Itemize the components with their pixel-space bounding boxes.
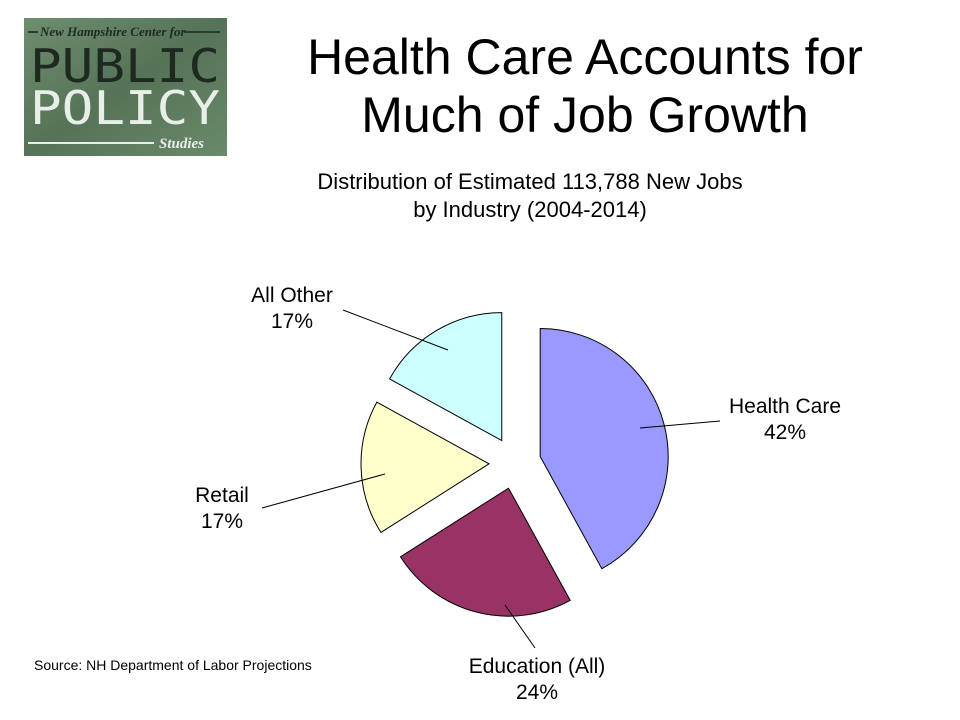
pie-label-name: Education (All)	[469, 655, 606, 678]
logo-top-text: New Hampshire Center for	[39, 24, 186, 39]
pie-label: Health Care 42%	[729, 395, 841, 444]
pie-slice-all-other	[388, 312, 503, 442]
pie-label-name: All Other	[251, 284, 333, 307]
leader-line	[639, 420, 721, 429]
logo: New Hampshire Center for PUBLIC POLICY S…	[24, 18, 227, 156]
pie-label-value: 17%	[201, 510, 243, 533]
source-note: Source: NH Department of Labor Projectio…	[34, 657, 312, 673]
logo-word-policy: POLICY	[30, 81, 220, 135]
pie-labels: Health Care 42% Education (All) 24% Retail 17…	[195, 284, 841, 704]
logo-word-public: PUBLIC	[30, 39, 220, 93]
slide-title-line1: Health Care Accounts for	[307, 29, 863, 85]
logo-bottom-text: Studies	[159, 136, 204, 152]
pie-label: Retail 17%	[195, 484, 249, 533]
pie-slice-retail	[360, 401, 490, 534]
pie-label: Education (All) 24%	[469, 655, 606, 704]
slide-title: Health Care Accounts for Much of Job Gro…	[240, 28, 930, 144]
leader-line	[342, 309, 449, 351]
chart-title: Distribution of Estimated 113,788 New Jo…	[230, 168, 830, 224]
leader-line	[261, 473, 386, 509]
slide-title-line2: Much of Job Growth	[361, 87, 809, 143]
leader-line	[504, 604, 536, 649]
pie-label-value: 42%	[764, 421, 806, 444]
logo-marble-panel	[24, 18, 227, 156]
pie-slice-education-all	[399, 487, 571, 617]
pie-label-value: 24%	[516, 681, 558, 704]
pie-label-value: 17%	[271, 310, 313, 333]
pie-slice-health-care	[539, 328, 669, 570]
pie-slices	[360, 312, 669, 617]
pie-label-name: Retail	[195, 484, 249, 507]
pie-label-name: Health Care	[729, 395, 841, 418]
chart-title-line1: Distribution of Estimated 113,788 New Jo…	[317, 169, 743, 194]
pie-label: All Other 17%	[251, 284, 333, 333]
chart-title-line2: by Industry (2004-2014)	[413, 197, 647, 222]
